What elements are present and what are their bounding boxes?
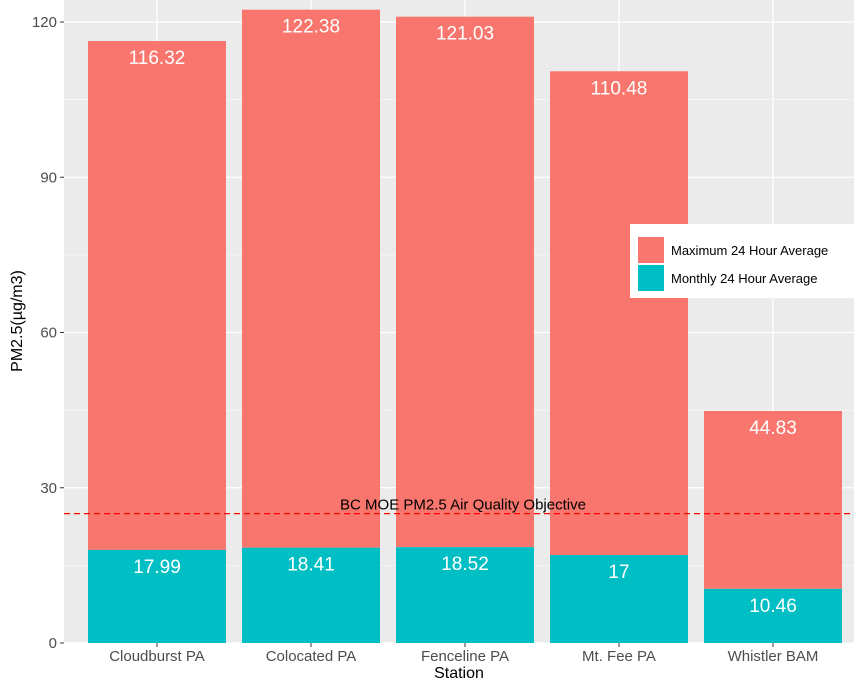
bar-monthly — [396, 547, 534, 643]
bar-maximum — [704, 411, 842, 589]
x-tick-label: Fenceline PA — [421, 648, 509, 665]
x-tick-label: Mt. Fee PA — [582, 648, 656, 665]
y-tick-label: 30 — [40, 480, 57, 497]
data-label-monthly: 17.99 — [133, 557, 181, 578]
x-axis-title: Station — [434, 665, 484, 682]
y-tick-label: 60 — [40, 325, 57, 342]
x-tick-label: Cloudburst PA — [109, 648, 205, 665]
x-tick-label: Colocated PA — [266, 648, 357, 665]
data-label-monthly: 18.41 — [287, 555, 335, 576]
x-tick-label: Whistler BAM — [728, 648, 819, 665]
y-axis-title: PM2.5(µg/m3) — [9, 270, 26, 372]
legend: Maximum 24 Hour Average Monthly 24 Hour A… — [630, 224, 854, 298]
y-axis: 0 30 60 90 120 — [32, 14, 64, 652]
reference-line-group: BC MOE PM2.5 Air Quality Objective — [64, 497, 854, 515]
bar-maximum — [550, 71, 688, 556]
data-label-maximum: 122.38 — [282, 17, 340, 38]
bar-maximum — [396, 16, 534, 548]
data-label-monthly: 18.52 — [441, 554, 489, 575]
bar-monthly — [704, 588, 842, 643]
data-label-monthly: 17 — [608, 562, 629, 583]
y-tick-label: 90 — [40, 169, 57, 186]
bar-maximum — [242, 9, 380, 548]
y-tick-label: 0 — [49, 635, 57, 652]
bar-monthly — [88, 549, 226, 643]
bar-maximum — [88, 41, 226, 550]
y-tick-label: 120 — [32, 14, 57, 31]
legend-key — [638, 237, 664, 263]
bar-monthly — [550, 555, 688, 643]
data-label-maximum: 44.83 — [749, 418, 797, 439]
data-label-maximum: 121.03 — [436, 24, 494, 45]
data-label-maximum: 110.48 — [591, 78, 648, 99]
reference-line-label: BC MOE PM2.5 Air Quality Objective — [340, 497, 586, 514]
data-labels: 116.32 17.99 122.38 18.41 121.03 18.52 110.48 1… — [129, 17, 797, 617]
x-axis: Cloudburst PA Colocated PA Fenceline PA Mt.… — [109, 643, 818, 665]
bars — [88, 9, 842, 643]
legend-key — [638, 265, 664, 291]
legend-label: Maximum 24 Hour Average — [671, 243, 828, 258]
data-label-monthly: 10.46 — [749, 596, 797, 617]
legend-label: Monthly 24 Hour Average — [671, 271, 817, 286]
bar-monthly — [242, 547, 380, 643]
legend-box — [630, 224, 854, 298]
data-label-maximum: 116.32 — [129, 48, 186, 69]
